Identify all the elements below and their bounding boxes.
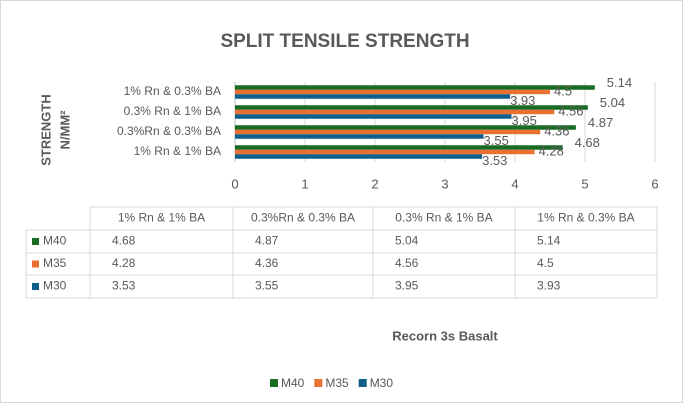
bar <box>235 94 511 99</box>
data-label: 4.87 <box>588 115 613 130</box>
bar <box>235 89 550 95</box>
bar <box>235 134 484 139</box>
x-tick-label: 1 <box>301 176 308 191</box>
table-key <box>32 238 39 245</box>
table-series-name: M30 <box>43 279 67 293</box>
table-cell: 4.87 <box>255 234 279 248</box>
table-cell: 5.04 <box>395 234 419 248</box>
bar <box>235 145 563 150</box>
x-tick-label: 0 <box>231 176 238 191</box>
data-label: 3.93 <box>510 93 535 108</box>
x-axis-title: Recorn 3s Basalt <box>392 328 498 343</box>
table-series-name: M40 <box>43 234 67 248</box>
y-tick-label: 1% Rn & 0.3% BA <box>124 84 221 98</box>
legend-label: M40 <box>281 376 305 390</box>
bar <box>235 109 555 115</box>
y-tick-label: 0.3%Rn & 0.3% BA <box>117 124 221 138</box>
x-tick-label: 2 <box>371 176 378 191</box>
y-axis-title: STRENGTH <box>38 94 53 166</box>
x-tick-label: 5 <box>581 176 588 191</box>
table-cell: 4.56 <box>395 256 419 270</box>
table-cell: 3.95 <box>395 279 419 293</box>
table-series-name: M35 <box>43 256 67 270</box>
table-header: 1% Rn & 1% BA <box>118 211 205 225</box>
bar <box>235 149 535 155</box>
bar <box>235 154 483 159</box>
table-cell: 4.36 <box>255 256 279 270</box>
legend-label: M30 <box>370 376 394 390</box>
table-cell: 3.53 <box>112 279 136 293</box>
bar <box>235 105 588 110</box>
data-label: 5.04 <box>600 95 625 110</box>
table-header: 1% Rn & 0.3% BA <box>537 211 634 225</box>
y-tick-label: 0.3% Rn & 1% BA <box>124 104 221 118</box>
data-label: 5.14 <box>607 75 632 90</box>
data-label: 4.28 <box>539 143 564 158</box>
bar <box>235 85 595 90</box>
bar <box>235 129 541 135</box>
x-tick-label: 6 <box>651 176 658 191</box>
legend-key <box>270 379 278 387</box>
table-key <box>32 283 39 290</box>
data-label: 4.68 <box>575 135 600 150</box>
legend-label: M35 <box>325 376 349 390</box>
table-cell: 4.68 <box>112 234 136 248</box>
table-cell: 5.14 <box>537 234 561 248</box>
y-axis-title: N/MM² <box>57 110 72 150</box>
legend-key <box>314 379 323 387</box>
chart-title: SPLIT TENSILE STRENGTH <box>220 31 469 52</box>
x-tick-label: 4 <box>511 176 518 191</box>
data-label: 4.5 <box>554 83 572 98</box>
data-label: 3.55 <box>484 133 509 148</box>
legend-key <box>358 379 367 387</box>
data-label: 4.56 <box>558 103 583 118</box>
x-tick-label: 3 <box>441 176 448 191</box>
y-tick-label: 1% Rn & 1% BA <box>134 144 221 158</box>
table-key <box>32 260 39 268</box>
data-label: 3.53 <box>482 153 507 168</box>
data-label: 3.95 <box>512 113 537 128</box>
table-cell: 3.93 <box>537 279 561 293</box>
table-header: 0.3%Rn & 0.3% BA <box>251 211 355 225</box>
bar <box>235 114 512 119</box>
bar <box>235 125 576 130</box>
table-cell: 4.28 <box>112 256 136 270</box>
table-header: 0.3% Rn & 1% BA <box>395 211 492 225</box>
table-cell: 3.55 <box>255 279 279 293</box>
data-label: 4.36 <box>544 123 569 138</box>
table-cell: 4.5 <box>537 256 554 270</box>
